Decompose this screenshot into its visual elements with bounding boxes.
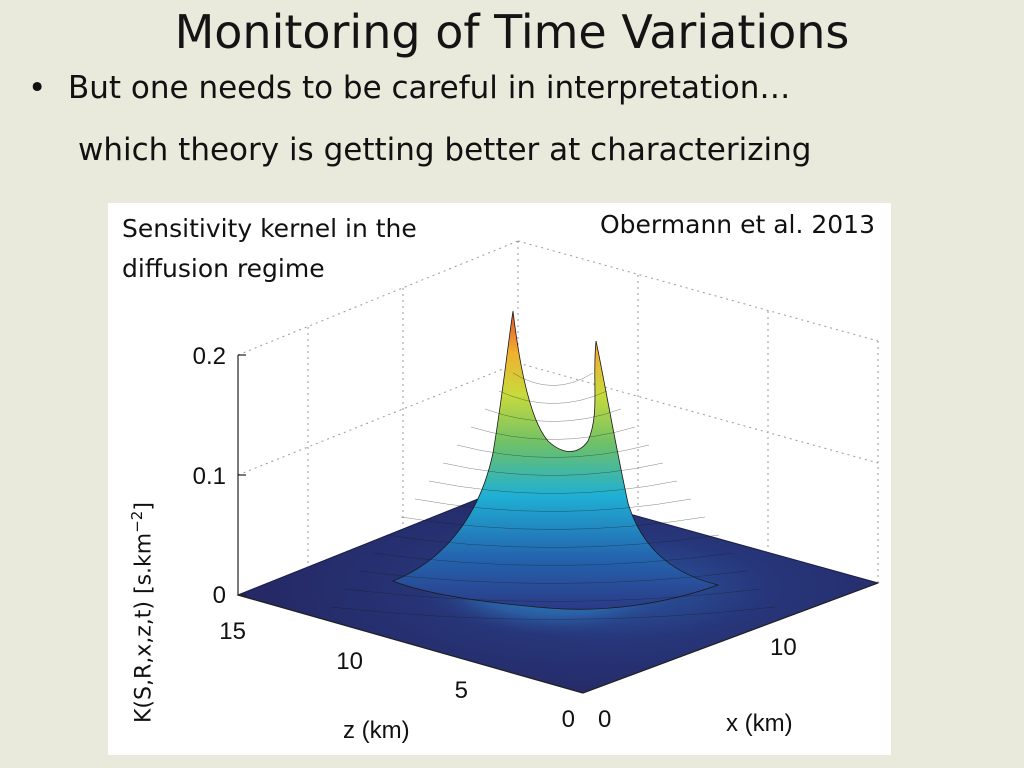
z-ticks	[238, 354, 246, 596]
mesh-line	[344, 588, 762, 602]
figure-panel: 0 0.1 0.2 15 10 5 0 0 10 z (km) x (km) K…	[108, 203, 891, 755]
figure-citation: Obermann et al. 2013	[600, 210, 875, 239]
mesh-line	[442, 462, 664, 476]
surface-plot: 0 0.1 0.2 15 10 5 0 0 10 z (km) x (km)	[193, 240, 880, 744]
y-tick-label: 5	[455, 677, 468, 704]
mesh-line	[512, 372, 594, 386]
z-axis-label: K(S,R,x,z,t) [s.km−2]	[128, 502, 157, 723]
mesh-line	[400, 516, 706, 530]
sub-line: which theory is getting better at charac…	[78, 132, 812, 168]
x-axis-label: x (km)	[726, 710, 793, 737]
x-tick-label: 0	[598, 706, 611, 733]
y-tick-label: 0	[562, 706, 575, 733]
y-tick-label: 10	[336, 648, 363, 675]
figure-caption: Sensitivity kernel in the diffusion regi…	[122, 214, 417, 283]
slide-title: Monitoring of Time Variations	[174, 5, 850, 59]
mesh-line	[358, 570, 748, 584]
mesh-line	[456, 444, 650, 458]
y-tick-label: 15	[219, 618, 246, 645]
mesh-line	[330, 606, 776, 620]
mesh-line	[414, 498, 692, 512]
bullet-line: • But one needs to be careful in interpre…	[28, 66, 790, 110]
mesh-line	[386, 534, 720, 548]
z-tick-label: 0.1	[193, 463, 226, 490]
mesh-line	[484, 408, 622, 422]
mesh-line	[428, 480, 678, 494]
bullet-dot: •	[28, 70, 47, 106]
y-axis-label: z (km)	[343, 717, 410, 744]
x-tick-label: 10	[770, 634, 797, 661]
z-tick-label: 0	[213, 582, 226, 609]
surface-mesh	[330, 372, 776, 620]
mesh-line	[470, 426, 636, 440]
bullet-text: But one needs to be careful in interpret…	[68, 70, 791, 106]
mesh-line	[498, 390, 608, 404]
mesh-line	[372, 552, 734, 566]
surface-peaks	[391, 310, 720, 610]
z-tick-label: 0.2	[193, 343, 226, 370]
